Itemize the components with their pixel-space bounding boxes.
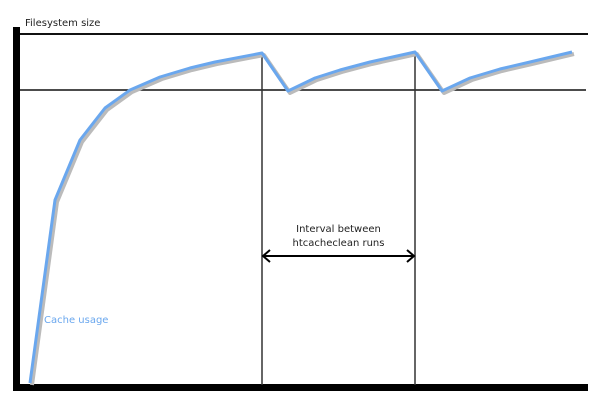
- y-axis: [13, 27, 20, 391]
- interval-arrow: [261, 249, 416, 263]
- y-axis-label: Filesystem size: [25, 18, 101, 29]
- series-label: Cache usage: [44, 315, 109, 326]
- interval-label: Interval between htcacheclean runs: [262, 223, 415, 251]
- cache-usage-shadow: [30, 52, 575, 386]
- interval-label-line1: Interval between: [296, 224, 381, 235]
- x-axis: [13, 384, 588, 391]
- interval-label-line2: htcacheclean runs: [292, 238, 385, 249]
- cache-usage-curve: [28, 50, 573, 384]
